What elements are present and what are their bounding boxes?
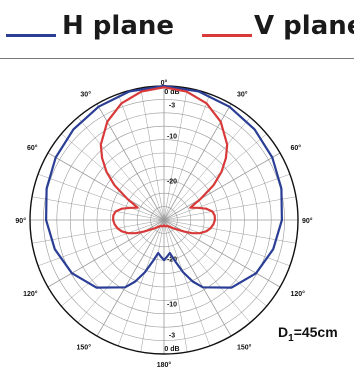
angle-label: 90°	[302, 217, 313, 225]
distance-suffix: =45cm	[293, 324, 338, 340]
angle-label: 90°	[15, 217, 26, 225]
grid-spoke	[163, 103, 232, 221]
angle-label: 30°	[80, 91, 91, 99]
distance-prefix: D	[278, 324, 289, 340]
grid-spoke	[31, 219, 165, 244]
grid-spoke	[37, 219, 165, 267]
grid-spoke	[163, 219, 251, 323]
grid-spoke	[37, 173, 165, 221]
distance-subscript: 1	[288, 332, 294, 344]
angle-label: 60°	[27, 144, 38, 152]
grid-spoke	[61, 219, 165, 307]
grid-spoke	[140, 219, 165, 353]
radial-tick-label-top: -3	[169, 102, 175, 109]
grid-spoke	[96, 219, 165, 337]
distance-label: D1=45cm	[278, 324, 338, 344]
radial-tick-label-top: 0 dB	[164, 89, 179, 96]
radial-tick-label-bottom: 0 dB	[164, 346, 179, 353]
radial-tick-label-top: -10	[167, 134, 177, 141]
grid-spoke	[163, 117, 251, 221]
legend-label-v-plane: V plane	[254, 11, 354, 41]
grid-spoke	[163, 219, 297, 244]
radial-tick-label-bottom: -3	[169, 333, 175, 340]
grid-spoke	[61, 133, 165, 221]
separator-line	[0, 58, 354, 59]
legend-label-h-plane: H plane	[62, 11, 175, 41]
series-curve-h-plane	[45, 84, 283, 289]
grid-spoke	[77, 219, 165, 323]
grid-spoke	[163, 219, 232, 337]
legend: H plane V plane	[0, 0, 354, 52]
grid-spoke	[117, 93, 165, 221]
grid-spoke	[163, 219, 291, 267]
angle-label: 150°	[237, 343, 252, 351]
grid-spoke	[163, 219, 211, 347]
angle-label: 120°	[23, 290, 38, 298]
angle-label: 60°	[290, 144, 301, 152]
radial-tick-label-bottom: -20	[167, 257, 177, 264]
series-curve-v-plane	[99, 86, 229, 235]
angle-label: 30°	[237, 91, 248, 99]
angle-label: 180°	[157, 361, 172, 369]
angle-label: 150°	[77, 343, 92, 351]
grid-spoke	[163, 219, 188, 353]
grid-spoke	[163, 173, 291, 221]
polar-chart: 0° 30° 60° 90° 120° 150° 180° 150° 120° 90° 60° 30°…	[15, 79, 313, 369]
legend-item-v-plane: V plane	[202, 8, 354, 44]
grid-spoke	[77, 117, 165, 221]
grid-spoke	[163, 87, 188, 221]
grid-spoke	[163, 219, 267, 307]
radial-tick-label-top: -20	[167, 178, 177, 185]
grid-spoke	[140, 87, 165, 221]
grid-spoke	[163, 93, 211, 221]
legend-item-h-plane: H plane	[6, 8, 176, 44]
angle-label: 120°	[290, 290, 305, 298]
radial-tick-label-bottom: -10	[167, 301, 177, 308]
legend-swatch-h-plane	[6, 34, 56, 37]
grid-spoke	[47, 152, 165, 221]
grid-spoke	[31, 196, 165, 221]
grid-spoke	[163, 133, 267, 221]
grid-spoke	[163, 152, 281, 221]
grid-spoke	[163, 196, 297, 221]
grid-spoke	[96, 103, 165, 221]
angle-label: 0°	[161, 79, 168, 87]
grid-spoke	[117, 219, 165, 347]
legend-swatch-v-plane	[202, 34, 252, 37]
